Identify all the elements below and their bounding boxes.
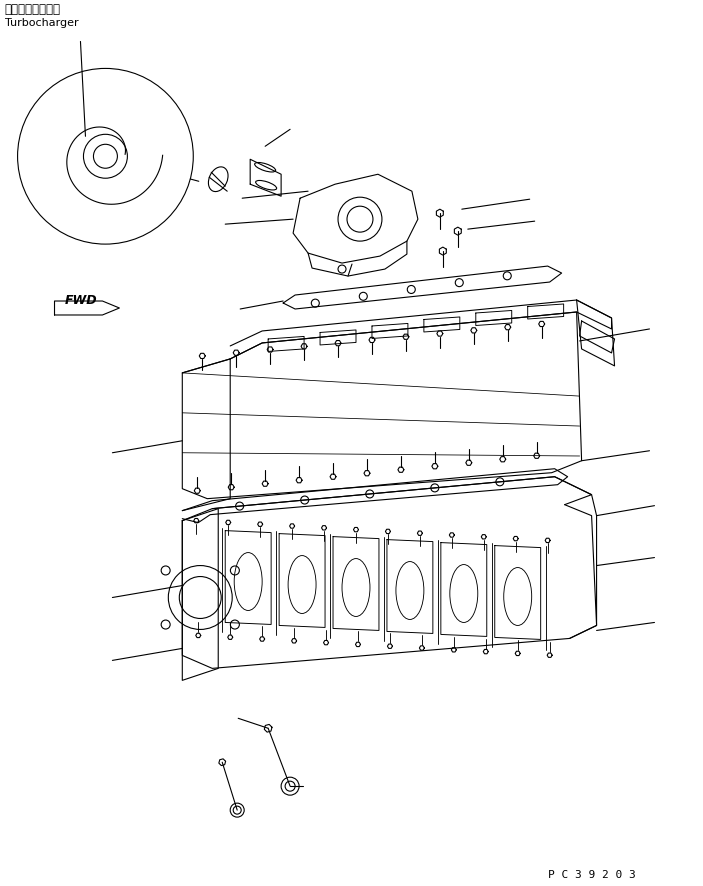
Text: ターボチャージャ: ターボチャージャ	[5, 3, 60, 16]
Text: P C 3 9 2 0 3: P C 3 9 2 0 3	[548, 870, 636, 880]
Text: FWD: FWD	[65, 294, 97, 307]
Text: Turbocharger: Turbocharger	[5, 19, 78, 28]
